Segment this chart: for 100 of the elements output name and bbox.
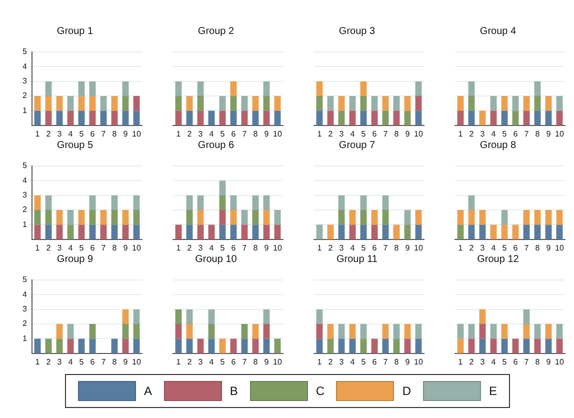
- bar: [197, 224, 204, 240]
- x-tick-label: 6: [231, 129, 236, 138]
- bar: [252, 224, 259, 240]
- x-tick-label: 4: [491, 243, 496, 252]
- chart-title: Group 10: [194, 254, 238, 265]
- bar: [133, 210, 140, 225]
- bar: [78, 224, 85, 240]
- bar: [122, 210, 129, 225]
- x-tick-label: 6: [513, 129, 518, 138]
- x-tick-label: 3: [57, 357, 62, 366]
- x-tick-label: 9: [405, 357, 410, 366]
- chart-title: Group 9: [56, 254, 94, 265]
- bar: [56, 110, 63, 126]
- x-tick-label: 6: [513, 243, 518, 252]
- bar: [67, 110, 74, 126]
- bar: [67, 96, 74, 111]
- x-tick-label: 4: [68, 357, 74, 366]
- bar: [100, 96, 107, 111]
- y-tick-label: 2: [22, 205, 28, 214]
- bar: [274, 224, 281, 240]
- bar: [45, 224, 52, 240]
- legend-label: E: [489, 384, 498, 398]
- x-tick-label: 8: [394, 129, 400, 138]
- x-tick-label: 7: [524, 357, 530, 366]
- bar: [89, 338, 96, 354]
- x-tick-label: 4: [491, 357, 496, 366]
- x-tick-label: 4: [350, 129, 356, 138]
- x-tick-label: 8: [535, 243, 540, 252]
- x-tick-label: 2: [187, 357, 192, 366]
- x-tick-label: 10: [414, 357, 424, 366]
- y-tick-label: 5: [22, 47, 28, 56]
- x-tick-label: 2: [187, 129, 192, 138]
- x-tick-label: 9: [546, 243, 552, 252]
- bar: [111, 195, 118, 210]
- x-tick-label: 10: [132, 129, 142, 138]
- x-tick-label: 9: [123, 357, 128, 366]
- x-tick-label: 1: [35, 129, 40, 138]
- bar: [89, 224, 96, 240]
- y-tick-label: 3: [22, 76, 28, 86]
- bar: [263, 224, 270, 240]
- x-tick-label: 2: [46, 243, 52, 252]
- bar: [122, 338, 129, 354]
- bar: [252, 195, 259, 210]
- x-tick-label: 3: [57, 129, 62, 138]
- x-tick-label: 1: [317, 243, 322, 252]
- x-tick-label: 9: [546, 357, 552, 366]
- x-tick-label: 2: [328, 243, 334, 252]
- bar: [122, 96, 129, 111]
- bar: [89, 96, 96, 111]
- x-tick-label: 6: [90, 357, 96, 366]
- chart-title: Group 12: [476, 254, 520, 265]
- x-tick-label: 7: [383, 129, 388, 138]
- bar: [34, 210, 41, 225]
- x-tick-label: 6: [513, 357, 518, 366]
- x-tick-label: 10: [555, 243, 564, 252]
- x-tick-label: 3: [339, 129, 344, 138]
- bar: [219, 195, 226, 210]
- x-tick-label: 2: [469, 243, 474, 252]
- x-tick-label: 3: [57, 243, 62, 252]
- bar: [133, 338, 140, 354]
- y-tick-label: 1: [22, 334, 28, 343]
- x-tick-label: 6: [372, 357, 378, 366]
- x-tick-label: 8: [535, 129, 540, 138]
- x-tick-label: 6: [372, 243, 378, 252]
- bar: [186, 224, 193, 240]
- legend-label: C: [316, 384, 324, 398]
- x-tick-label: 1: [176, 357, 182, 366]
- x-tick-label: 5: [79, 243, 84, 252]
- bar: [252, 210, 259, 225]
- bar: [34, 224, 41, 240]
- x-tick-label: 9: [123, 129, 128, 138]
- x-tick-label: 9: [264, 357, 270, 366]
- x-tick-label: 1: [458, 357, 464, 366]
- y-tick-label: 1: [22, 106, 28, 115]
- x-tick-label: 1: [176, 243, 182, 252]
- x-tick-label: 3: [480, 129, 486, 138]
- chart-title: Group 3: [338, 26, 376, 37]
- x-tick-label: 7: [524, 129, 530, 138]
- bar: [78, 210, 85, 225]
- x-tick-label: 3: [480, 243, 486, 252]
- chart-title: Group 6: [196, 140, 236, 151]
- y-tick-label: 1: [22, 220, 28, 229]
- x-tick-label: 5: [361, 357, 366, 366]
- x-tick-label: 5: [220, 243, 226, 252]
- x-tick-label: 3: [339, 357, 344, 366]
- x-tick-label: 3: [198, 357, 204, 366]
- bar: [111, 224, 118, 240]
- x-tick-label: 7: [101, 357, 106, 366]
- bar: [230, 224, 237, 240]
- x-tick-label: 1: [317, 357, 322, 366]
- x-tick-label: 1: [35, 243, 40, 252]
- x-tick-label: 8: [535, 357, 540, 366]
- x-tick-label: 7: [242, 129, 248, 138]
- x-tick-label: 7: [383, 357, 388, 366]
- bar: [122, 110, 129, 126]
- x-tick-label: 7: [242, 357, 248, 366]
- bar: [34, 195, 41, 210]
- chart-title: Group 4: [478, 26, 518, 37]
- bar: [274, 210, 281, 225]
- bar: [100, 210, 107, 225]
